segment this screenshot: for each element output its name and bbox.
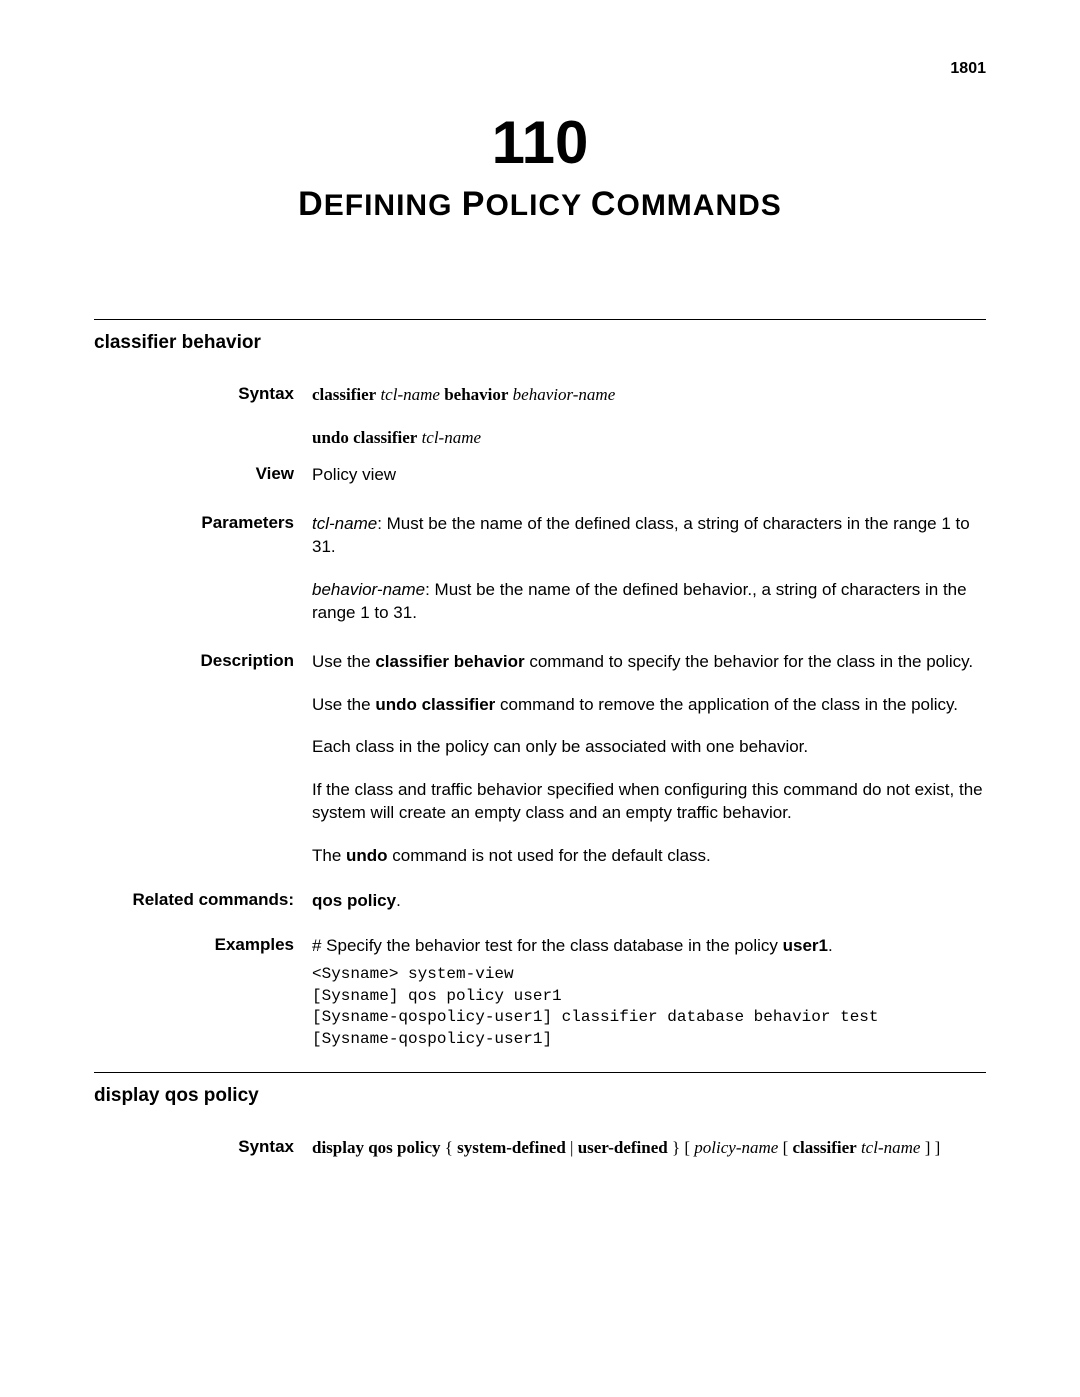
chapter-title-part: OMMANDS bbox=[616, 189, 781, 222]
cmd-param: tcl-name bbox=[380, 385, 439, 404]
code-block: <Sysname> system-view [Sysname] qos poli… bbox=[312, 964, 986, 1050]
chapter-number: 110 bbox=[94, 108, 986, 177]
view-label: View bbox=[94, 464, 312, 487]
cmd-text: ] ] bbox=[920, 1138, 940, 1157]
chapter-title-part: D bbox=[298, 185, 324, 223]
section-heading: classifier behavior bbox=[94, 332, 986, 354]
examples-content: # Specify the behavior test for the clas… bbox=[312, 935, 986, 1050]
cmd-keyword: user-defined bbox=[578, 1138, 668, 1157]
param-name: tcl-name bbox=[312, 514, 377, 533]
desc-text: Each class in the policy can only be ass… bbox=[312, 736, 986, 759]
param-name: behavior-name bbox=[312, 580, 425, 599]
view-row: View Policy view bbox=[94, 464, 986, 487]
related-label: Related commands: bbox=[94, 890, 312, 913]
desc-text: command to remove the application of the… bbox=[495, 695, 958, 714]
cmd-param: policy-name bbox=[694, 1138, 778, 1157]
example-text: # Specify the behavior test for the clas… bbox=[312, 936, 783, 955]
example-text: . bbox=[828, 936, 833, 955]
related-content: qos policy. bbox=[312, 890, 986, 913]
parameters-label: Parameters bbox=[94, 513, 312, 625]
related-cmd: qos policy bbox=[312, 891, 396, 910]
examples-label: Examples bbox=[94, 935, 312, 1050]
chapter-title-part: C bbox=[591, 185, 617, 223]
chapter-title-part: EFINING bbox=[324, 189, 453, 222]
desc-text: Use the bbox=[312, 652, 375, 671]
cmd-keyword: classifier bbox=[793, 1138, 857, 1157]
cmd-text: } [ bbox=[668, 1138, 695, 1157]
cmd-keyword: classifier bbox=[312, 385, 376, 404]
desc-text: command is not used for the default clas… bbox=[388, 846, 711, 865]
syntax-row: Syntax classifier tcl-name behavior beha… bbox=[94, 384, 986, 450]
desc-text: Use the bbox=[312, 695, 375, 714]
syntax-label: Syntax bbox=[94, 384, 312, 450]
description-content: Use the classifier behavior command to s… bbox=[312, 651, 986, 869]
cmd-keyword: undo classifier bbox=[312, 428, 417, 447]
cmd-text: { bbox=[441, 1138, 458, 1157]
chapter-title-part: P bbox=[462, 185, 486, 223]
section-divider bbox=[94, 319, 986, 320]
description-label: Description bbox=[94, 651, 312, 869]
examples-row: Examples # Specify the behavior test for… bbox=[94, 935, 986, 1050]
cmd-param: tcl-name bbox=[422, 428, 481, 447]
view-content: Policy view bbox=[312, 464, 986, 487]
syntax-content: classifier tcl-name behavior behavior-na… bbox=[312, 384, 986, 450]
parameters-content: tcl-name: Must be the name of the define… bbox=[312, 513, 986, 625]
desc-text: The bbox=[312, 846, 346, 865]
description-row: Description Use the classifier behavior … bbox=[94, 651, 986, 869]
example-cmd: user1 bbox=[783, 936, 828, 955]
param-desc: : Must be the name of the defined class,… bbox=[312, 514, 970, 556]
section-divider bbox=[94, 1072, 986, 1073]
cmd-param: tcl-name bbox=[861, 1138, 920, 1157]
cmd-keyword: system-defined bbox=[457, 1138, 566, 1157]
desc-cmd: undo classifier bbox=[375, 695, 495, 714]
syntax-content: display qos policy { system-defined | us… bbox=[312, 1137, 986, 1160]
cmd-text: | bbox=[566, 1138, 578, 1157]
syntax-label: Syntax bbox=[94, 1137, 312, 1160]
page: 1801 110 DEFINING POLICY COMMANDS classi… bbox=[0, 0, 1080, 1242]
parameters-row: Parameters tcl-name: Must be the name of… bbox=[94, 513, 986, 625]
page-number: 1801 bbox=[94, 60, 986, 78]
desc-text: command to specify the behavior for the … bbox=[525, 652, 974, 671]
syntax-row: Syntax display qos policy { system-defin… bbox=[94, 1137, 986, 1160]
desc-cmd: undo bbox=[346, 846, 388, 865]
cmd-text: [ bbox=[778, 1138, 792, 1157]
section-heading: display qos policy bbox=[94, 1085, 986, 1107]
cmd-keyword: display qos policy bbox=[312, 1138, 441, 1157]
desc-text: If the class and traffic behavior specif… bbox=[312, 779, 986, 825]
related-row: Related commands: qos policy. bbox=[94, 890, 986, 913]
related-text: . bbox=[396, 891, 401, 910]
cmd-keyword: behavior bbox=[444, 385, 508, 404]
chapter-title-part: OLICY bbox=[485, 189, 581, 222]
desc-cmd: classifier behavior bbox=[375, 652, 524, 671]
cmd-param: behavior-name bbox=[513, 385, 616, 404]
chapter-title: DEFINING POLICY COMMANDS bbox=[94, 185, 986, 224]
